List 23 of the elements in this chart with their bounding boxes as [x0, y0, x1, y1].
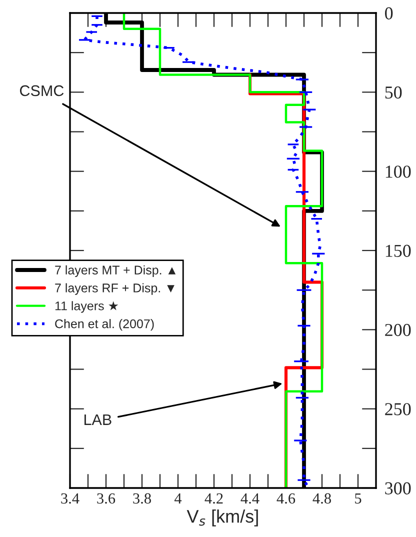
legend-label: 11 layers ★	[55, 301, 118, 313]
y-tick-label: 200	[385, 324, 411, 336]
x-tick-label: 4.8	[312, 493, 331, 504]
y-tick-label: 0	[385, 7, 393, 20]
x-tick-label: 4.2	[204, 493, 223, 504]
x-tick-label: 3.4	[61, 493, 80, 504]
y-tick-label: 50	[385, 86, 402, 99]
annotation: LAB	[84, 414, 112, 425]
y-tick-label: 150	[386, 244, 411, 257]
y-tick-label: 250	[385, 403, 411, 416]
x-tick-label: 3.8	[133, 493, 151, 504]
x-tick-label: 5	[355, 493, 362, 504]
y-tick-label: 100	[386, 166, 411, 178]
x-tick-label: 3.6	[97, 493, 116, 504]
x-tick-label: 4.4	[240, 493, 260, 504]
legend-label: Chen et al. (2007)	[55, 319, 154, 331]
legend-label: 7 layers RF + Disp. ▼	[55, 283, 174, 295]
x-axis-title: V$_{s}$ [km/s]	[186, 509, 258, 526]
x-tick-label: 4	[174, 493, 182, 504]
x-tick-label: 4.6	[276, 493, 296, 504]
annotation: CSMC	[20, 85, 64, 96]
legend-label: 7 layers MT + Disp. ▲	[55, 265, 176, 277]
y-tick-label: 300	[385, 482, 411, 494]
